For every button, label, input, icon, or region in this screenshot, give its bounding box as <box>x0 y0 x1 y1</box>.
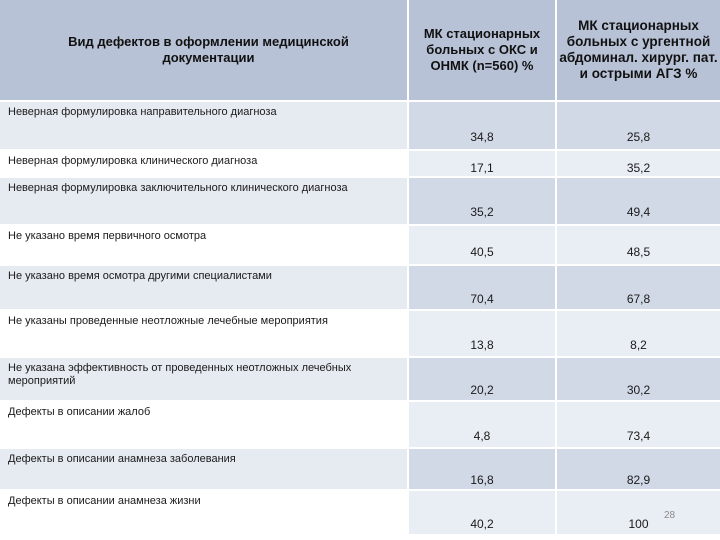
oks-value: 34,8 <box>408 100 557 150</box>
oks-value: 35,2 <box>408 176 557 225</box>
table-row: Не указано время первичного осмотра 40,5… <box>0 224 720 265</box>
table-row: Дефекты в описании анамнеза заболевания … <box>0 447 720 490</box>
agz-value: 67,8 <box>556 264 720 310</box>
oks-value: 16,8 <box>408 447 557 490</box>
oks-value: 40,2 <box>408 489 557 534</box>
agz-value: 82,9 <box>556 447 720 490</box>
table-row: Не указана эффективность от проведенных … <box>0 356 720 401</box>
row-label: Не указано время первичного осмотра <box>0 224 409 265</box>
table-row: Не указано время осмотра другими специал… <box>0 264 720 310</box>
table-row: Неверная формулировка заключительного кл… <box>0 176 720 225</box>
agz-value: 8,2 <box>556 309 720 357</box>
agz-value: 30,2 <box>556 356 720 401</box>
agz-value: 49,4 <box>556 176 720 225</box>
row-label: Дефекты в описании анамнеза заболевания <box>0 447 409 490</box>
row-label: Неверная формулировка клинического диагн… <box>0 149 409 177</box>
row-label: Неверная формулировка заключительного кл… <box>0 176 409 225</box>
row-label: Не указано время осмотра другими специал… <box>0 264 409 310</box>
oks-value: 70,4 <box>408 264 557 310</box>
oks-value: 20,2 <box>408 356 557 401</box>
header-oks-onmk: МК стационарных больных с ОКС и ОНМК (n=… <box>408 0 557 101</box>
agz-value: 48,5 <box>556 224 720 265</box>
oks-value: 17,1 <box>408 149 557 177</box>
header-abdominal-agz: МК стационарных больных с ургентной абдо… <box>556 0 720 101</box>
row-label: Не указаны проведенные неотложные лечебн… <box>0 309 409 357</box>
agz-value: 35,2 <box>556 149 720 177</box>
table-row: Неверная формулировка клинического диагн… <box>0 149 720 177</box>
oks-value: 40,5 <box>408 224 557 265</box>
row-label: Дефекты в описании анамнеза жизни <box>0 489 409 534</box>
slide-number: 28 <box>664 510 676 521</box>
table-row: Дефекты в описании жалоб 4,8 73,4 <box>0 400 720 448</box>
table-row: Не указаны проведенные неотложные лечебн… <box>0 309 720 357</box>
header-defect-type: Вид дефектов в оформлении медицинской до… <box>0 0 409 101</box>
table-row: Неверная формулировка направительного ди… <box>0 100 720 150</box>
table-row: Дефекты в описании анамнеза жизни 40,2 1… <box>0 489 720 534</box>
row-label: Не указана эффективность от проведенных … <box>0 356 409 401</box>
row-label: Дефекты в описании жалоб <box>0 400 409 448</box>
oks-value: 4,8 <box>408 400 557 448</box>
row-label: Неверная формулировка направительного ди… <box>0 100 409 150</box>
table-header-row: Вид дефектов в оформлении медицинской до… <box>0 0 720 101</box>
oks-value: 13,8 <box>408 309 557 357</box>
agz-value: 73,4 <box>556 400 720 448</box>
agz-value: 25,8 <box>556 100 720 150</box>
agz-value: 100 <box>556 489 720 534</box>
